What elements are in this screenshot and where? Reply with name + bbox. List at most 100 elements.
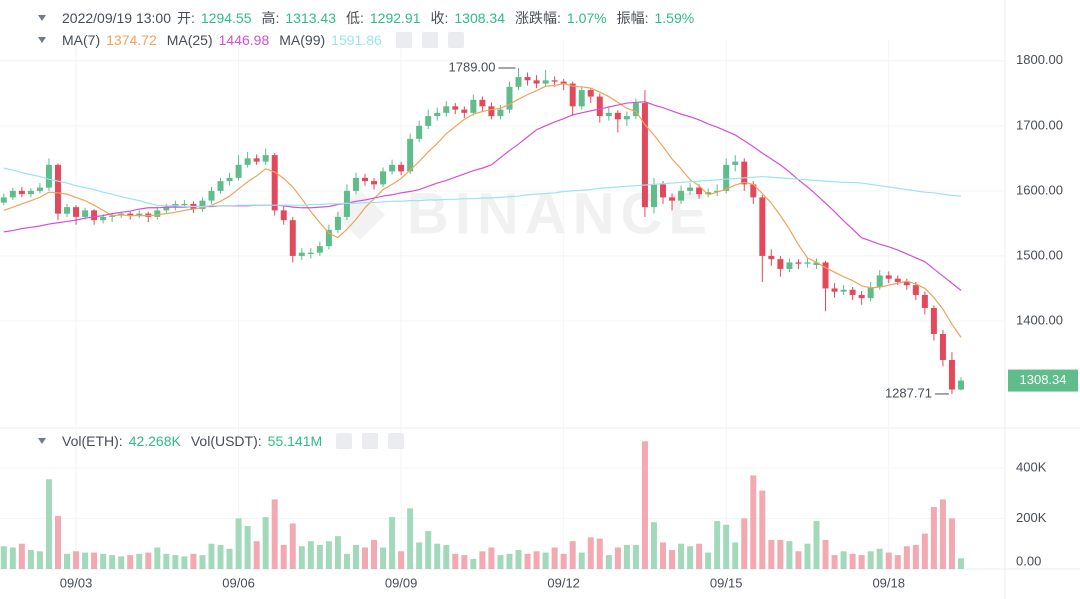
volume-bar [705, 552, 712, 569]
volume-bar [163, 553, 170, 569]
legend-label: Vol(USDT): [190, 433, 262, 449]
volume-bar [136, 553, 143, 569]
candle-body [930, 307, 937, 334]
volume-bar [921, 533, 928, 569]
volume-bar [515, 550, 522, 569]
ma-line [3, 167, 962, 208]
candle-body [389, 164, 396, 172]
ma-line [3, 82, 962, 338]
volume-bar [325, 541, 332, 569]
legend-label: MA(25) [166, 32, 213, 48]
volume-bar [280, 544, 287, 569]
toolbar-icon[interactable] [388, 433, 405, 449]
volume-bar [289, 523, 296, 569]
collapse-icon[interactable] [38, 15, 46, 21]
volume-bar [542, 552, 549, 569]
candle-body [921, 294, 928, 308]
volume-bar [27, 550, 34, 569]
annotation: 1287.71 [885, 385, 932, 400]
candle-body [605, 112, 612, 117]
candle-body [515, 77, 522, 87]
candle-body [100, 216, 107, 221]
candle-body [840, 289, 847, 292]
volume-bar [885, 552, 892, 569]
candle-body [325, 229, 332, 247]
label: 低: [346, 10, 364, 26]
toolbar-icon[interactable] [362, 433, 379, 449]
value: 1292.91 [369, 10, 421, 26]
volume-bar [479, 551, 486, 569]
volume-bar [578, 552, 585, 569]
candle-body [479, 99, 486, 107]
volume-bar [371, 539, 378, 569]
candle-body [587, 90, 594, 97]
volume-bar [822, 539, 829, 569]
collapse-icon[interactable] [38, 438, 46, 444]
candle-body [154, 210, 161, 217]
candle-body [91, 210, 98, 221]
legend-value: 55.141M [267, 433, 323, 449]
volume-bar [569, 541, 576, 569]
candle-body [461, 109, 468, 113]
volume-bar [714, 520, 721, 569]
toolbar-icon[interactable] [395, 32, 412, 48]
candle-body [894, 278, 901, 282]
candle-body [27, 190, 34, 195]
volume-bar [596, 538, 603, 569]
volume-bar [840, 551, 847, 569]
candle-body [470, 99, 477, 113]
volume-bar [858, 555, 865, 569]
candle-body [199, 200, 206, 210]
value: 1.59% [654, 10, 695, 26]
legend-label: MA(7) [62, 32, 101, 48]
candle-body [271, 155, 278, 211]
volume-bar [425, 531, 432, 569]
candle-body [533, 80, 540, 84]
candle-body [443, 106, 450, 113]
candle-body [551, 80, 558, 82]
candle-body [497, 109, 504, 117]
toolbar-icon[interactable] [421, 32, 438, 48]
volume-bar [777, 539, 784, 569]
volume-bar [912, 544, 919, 569]
candle-body [73, 207, 80, 217]
ohlc-legend: 2022/09/19 13:00 开: 1294.55 高: 1313.43 低: 1… [38, 8, 698, 28]
volume-bar [9, 547, 16, 569]
label: 涨跌幅: [515, 10, 561, 26]
collapse-icon[interactable] [38, 37, 46, 43]
candle-body [0, 197, 7, 203]
volume-bar [380, 547, 387, 569]
candle-body [560, 81, 567, 84]
y-tick-label: 1400.00 [1016, 312, 1063, 327]
volume-bar [352, 544, 359, 569]
candle-body [578, 90, 585, 107]
candle-body [912, 285, 919, 295]
volume-bar [831, 555, 838, 569]
volume-bar [678, 543, 685, 569]
candle-body [416, 125, 423, 139]
volume-bar [470, 558, 477, 569]
volume-bar [307, 541, 314, 569]
candle-body [786, 262, 793, 269]
value: 1.07% [566, 10, 607, 26]
volume-bar [262, 517, 269, 569]
candle-body [777, 259, 784, 269]
candle-body [813, 262, 820, 266]
volume-bar [939, 499, 946, 569]
candle-body [885, 275, 892, 279]
candle-body [659, 184, 666, 198]
candle-body [732, 161, 739, 165]
volume-bar [587, 537, 594, 569]
volume-bar [560, 553, 567, 569]
toolbar-icon[interactable] [336, 433, 353, 449]
volume-bar [244, 526, 251, 569]
candle-body [939, 333, 946, 360]
volume-bar [750, 475, 757, 569]
volume-bar [316, 544, 323, 569]
toolbar-icon[interactable] [447, 32, 464, 48]
label: 高: [261, 10, 280, 26]
label: 开: [177, 10, 195, 26]
candle-body [398, 164, 405, 172]
time: 2022/09/19 13:00 [62, 10, 171, 26]
